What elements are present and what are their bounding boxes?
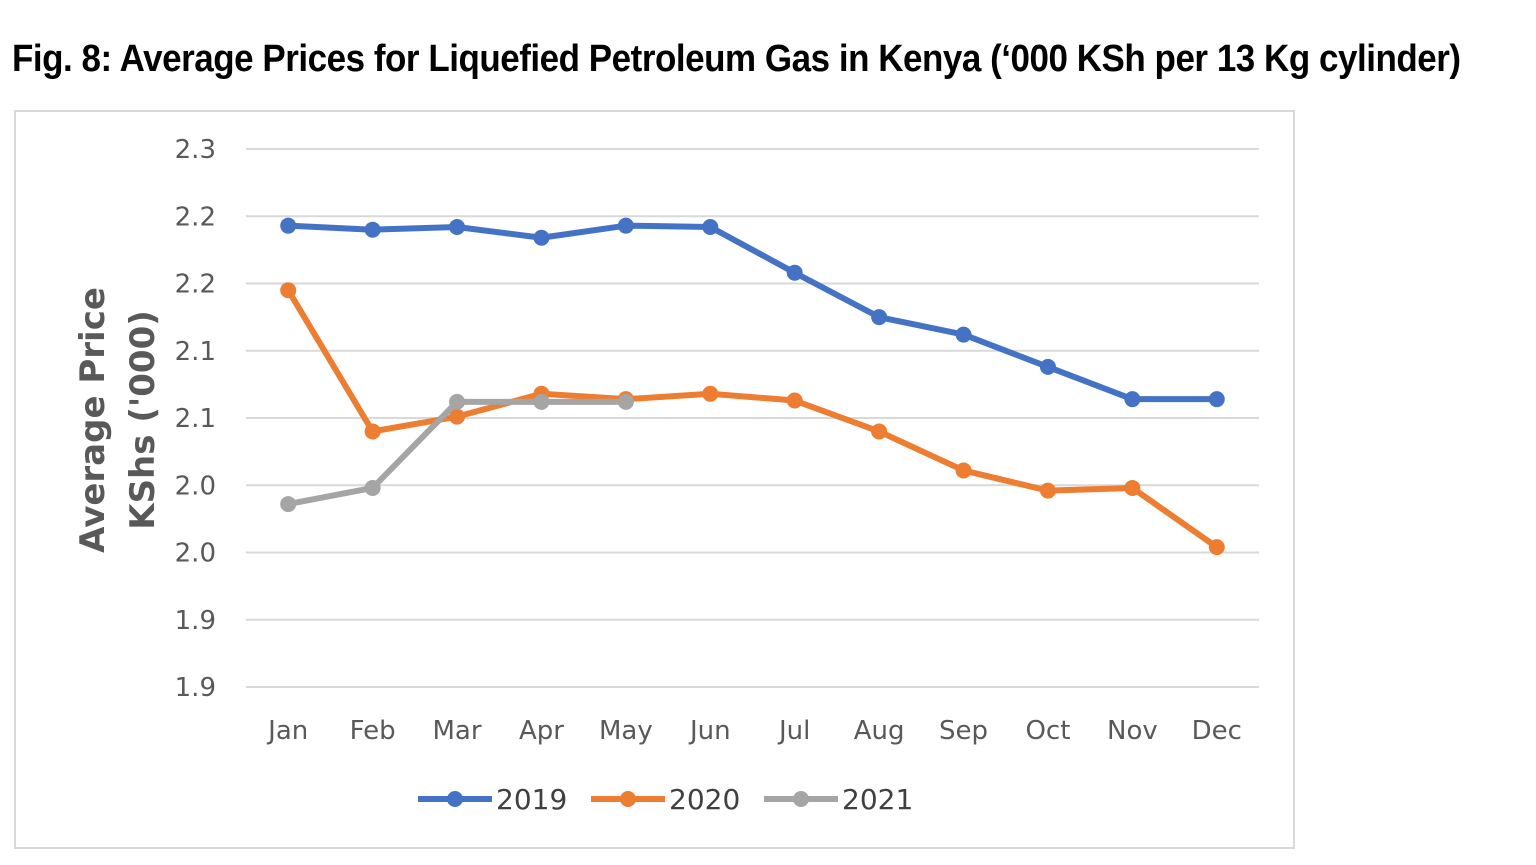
y-tick-label: 1.9 <box>175 673 216 703</box>
x-tick-label: Apr <box>519 716 564 746</box>
y-axis-label-line2: KShs ('000) <box>123 310 163 530</box>
legend-swatch-marker <box>620 791 636 807</box>
x-tick-label: Feb <box>350 716 396 746</box>
data-point <box>533 229 550 246</box>
legend-label: 2019 <box>496 783 567 816</box>
data-point <box>702 219 719 236</box>
data-point <box>871 309 888 326</box>
line-chart: 1.9 1.9 2.0 2.0 2.1 2.1 2.2 2.2 2.3 Jan Feb Mar Apr… <box>73 135 1259 816</box>
data-point <box>786 264 803 281</box>
legend-swatch-marker <box>447 791 463 807</box>
y-tick-label: 1.9 <box>175 606 216 636</box>
x-tick-label: Jun <box>688 716 731 746</box>
y-tick-label: 2.2 <box>175 202 216 232</box>
x-axis-ticks: Jan Feb Mar Apr May Jun Jul Aug Sep Oct Nov Dec <box>266 716 1242 746</box>
data-point <box>364 479 381 496</box>
data-point <box>955 462 972 479</box>
legend: 2019 2020 2021 <box>418 783 913 816</box>
y-axis-label-line1: Average Price <box>73 287 113 553</box>
data-point <box>955 326 972 343</box>
data-point <box>1208 539 1225 556</box>
y-axis-label: Average Price KShs ('000) <box>73 287 163 553</box>
data-point <box>280 217 297 234</box>
data-point <box>1039 358 1056 375</box>
data-point <box>617 393 634 410</box>
data-point <box>617 217 634 234</box>
legend-swatch-marker <box>793 791 809 807</box>
legend-entry-2020: 2020 <box>591 783 740 816</box>
legend-entry-2019: 2019 <box>418 783 567 816</box>
y-axis-ticks: 1.9 1.9 2.0 2.0 2.1 2.1 2.2 2.2 2.3 <box>175 135 216 703</box>
x-tick-label: Mar <box>433 716 482 746</box>
data-point <box>364 423 381 440</box>
data-point <box>871 423 888 440</box>
y-tick-label: 2.0 <box>175 471 216 501</box>
y-tick-label: 2.0 <box>175 539 216 569</box>
data-point <box>1208 391 1225 408</box>
x-tick-label: Sep <box>939 716 988 746</box>
legend-entry-2021: 2021 <box>764 783 913 816</box>
data-point <box>786 392 803 409</box>
x-tick-label: Dec <box>1192 716 1242 746</box>
data-point <box>533 393 550 410</box>
series-line-2019 <box>288 222 1217 403</box>
x-tick-label: Jan <box>266 716 308 746</box>
data-point <box>449 219 466 236</box>
x-tick-label: Jul <box>777 716 810 746</box>
data-point <box>449 408 466 425</box>
series-group <box>280 217 1225 556</box>
x-tick-label: Aug <box>854 716 905 746</box>
data-point <box>702 385 719 402</box>
legend-label: 2020 <box>669 783 740 816</box>
chart-frame: 1.9 1.9 2.0 2.0 2.1 2.1 2.2 2.2 2.3 Jan Feb Mar Apr… <box>14 110 1295 849</box>
data-point <box>449 393 466 410</box>
series-2021 <box>280 393 634 513</box>
data-point <box>1124 479 1141 496</box>
data-point <box>280 496 297 513</box>
data-point <box>280 282 297 299</box>
data-point <box>1039 482 1056 499</box>
x-tick-label: May <box>599 716 653 746</box>
legend-label: 2021 <box>842 783 913 816</box>
x-tick-label: Nov <box>1107 716 1158 746</box>
data-point <box>364 221 381 238</box>
series-2019 <box>280 217 1225 408</box>
y-tick-label: 2.2 <box>175 270 216 300</box>
x-tick-label: Oct <box>1025 716 1070 746</box>
y-tick-label: 2.3 <box>175 135 216 165</box>
gridlines <box>246 148 1259 688</box>
y-tick-label: 2.1 <box>175 404 216 434</box>
data-point <box>1124 391 1141 408</box>
figure-title: Fig. 8: Average Prices for Liquefied Pet… <box>12 38 1461 80</box>
y-tick-label: 2.1 <box>175 337 216 367</box>
